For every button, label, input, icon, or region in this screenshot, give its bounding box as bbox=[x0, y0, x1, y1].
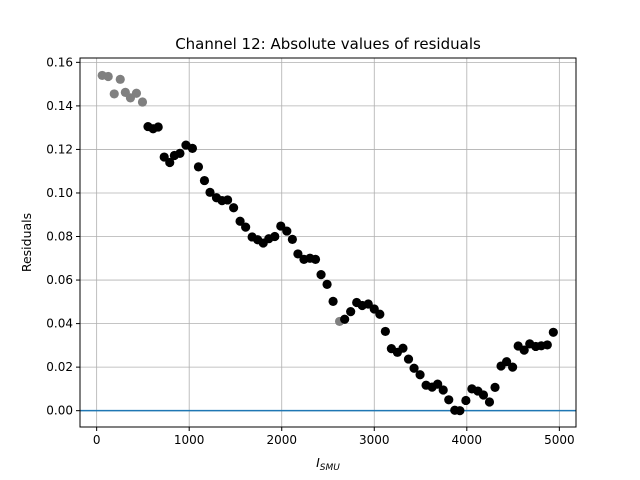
data-point bbox=[409, 363, 419, 373]
chart-title: Channel 12: Absolute values of residuals bbox=[175, 35, 481, 53]
data-point bbox=[415, 370, 425, 380]
data-point bbox=[109, 89, 119, 99]
x-tick-label: 3000 bbox=[359, 433, 390, 447]
data-point bbox=[205, 187, 215, 197]
x-tick-label: 1000 bbox=[174, 433, 205, 447]
data-point bbox=[398, 343, 408, 353]
data-point bbox=[137, 97, 148, 107]
x-axis-label-subscript: SMU bbox=[320, 463, 340, 473]
data-point bbox=[316, 270, 326, 280]
data-point bbox=[519, 345, 529, 355]
data-point bbox=[229, 203, 239, 213]
data-point bbox=[131, 88, 142, 98]
data-point bbox=[478, 390, 489, 400]
data-point bbox=[438, 385, 448, 395]
y-axis-label: Residuals bbox=[19, 213, 34, 272]
data-point bbox=[455, 406, 465, 416]
data-point bbox=[310, 254, 321, 264]
data-point bbox=[115, 74, 125, 84]
data-point bbox=[403, 354, 414, 364]
data-point bbox=[187, 143, 198, 153]
data-point bbox=[548, 327, 558, 337]
data-point bbox=[508, 362, 518, 372]
data-point bbox=[270, 231, 280, 242]
data-point bbox=[322, 279, 332, 290]
data-point bbox=[241, 222, 251, 232]
x-tick-label: 5000 bbox=[544, 433, 575, 447]
x-tick-label: 0 bbox=[93, 433, 101, 447]
data-point bbox=[193, 162, 204, 172]
data-point bbox=[282, 226, 292, 236]
grid bbox=[80, 58, 576, 427]
data-point bbox=[444, 395, 454, 405]
y-tick-label: 0.10 bbox=[46, 186, 73, 200]
data-point bbox=[328, 296, 338, 306]
data-point bbox=[153, 122, 163, 132]
data-point bbox=[542, 340, 552, 350]
data-point bbox=[235, 216, 245, 226]
y-tick-label: 0.16 bbox=[46, 55, 73, 69]
data-point bbox=[287, 234, 297, 244]
y-tick-label: 0.00 bbox=[46, 404, 73, 418]
data-point bbox=[340, 314, 350, 324]
data-point bbox=[375, 309, 385, 319]
y-tick-label: 0.08 bbox=[46, 230, 73, 244]
plot-frame bbox=[79, 57, 577, 428]
y-tick-label: 0.06 bbox=[46, 273, 73, 287]
data-points bbox=[97, 70, 558, 416]
axis-ticks: 0 1000 2000 3000 4000 5000 0.00 0.02 0.04 0.06 0.0… bbox=[46, 55, 574, 447]
x-tick-label: 4000 bbox=[452, 433, 483, 447]
data-point bbox=[175, 148, 185, 158]
data-point bbox=[199, 175, 210, 186]
data-point bbox=[293, 249, 303, 259]
data-point bbox=[346, 307, 356, 317]
data-point bbox=[501, 357, 512, 367]
x-axis-label-main: I bbox=[316, 455, 320, 470]
data-point bbox=[165, 157, 175, 168]
data-point bbox=[103, 71, 113, 82]
data-point bbox=[222, 195, 233, 205]
y-tick-label: 0.12 bbox=[46, 142, 73, 156]
y-tick-label: 0.04 bbox=[46, 317, 73, 331]
data-point bbox=[484, 397, 495, 407]
y-tick-label: 0.02 bbox=[46, 360, 73, 374]
data-point bbox=[433, 379, 443, 389]
data-point bbox=[490, 382, 500, 392]
data-point bbox=[461, 395, 471, 406]
x-axis-label: ISMU bbox=[316, 455, 340, 473]
y-tick-label: 0.14 bbox=[46, 99, 73, 113]
x-tick-label: 2000 bbox=[266, 433, 297, 447]
data-point bbox=[380, 326, 390, 337]
